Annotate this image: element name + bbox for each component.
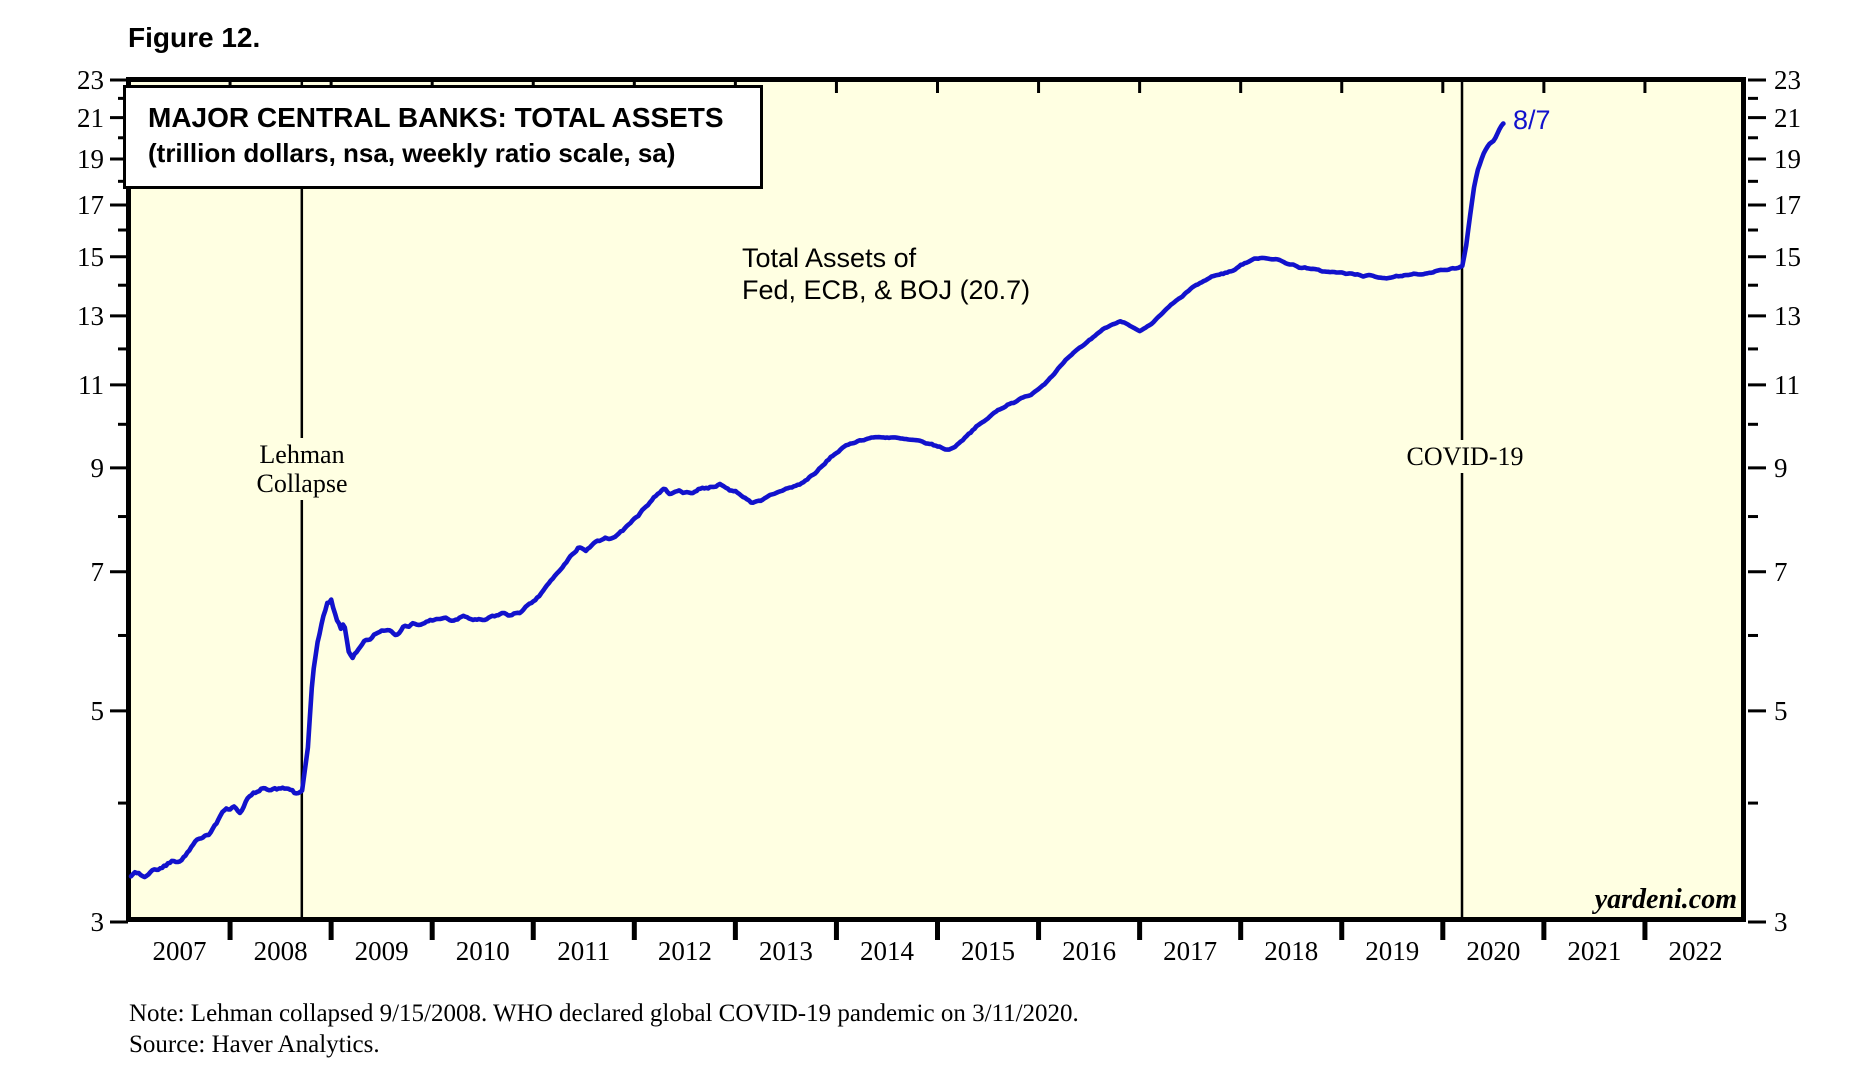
lehman-label-line1: Lehman <box>259 440 345 469</box>
chart-title-box: MAJOR CENTRAL BANKS: TOTAL ASSETS (trill… <box>123 85 763 189</box>
yardeni-watermark: yardeni.com <box>1594 884 1737 915</box>
lehman-label-line2: Collapse <box>256 469 348 498</box>
plot-area <box>126 77 1746 922</box>
series-annotation-line2: Fed, ECB, & BOJ (20.7) <box>742 275 1031 305</box>
lehman-collapse-label: Lehman Collapse <box>246 438 358 500</box>
source-text: Source: Haver Analytics. <box>129 1031 380 1058</box>
figure-label: Figure 12. <box>128 22 261 53</box>
series-annotation: Total Assets of Fed, ECB, & BOJ (20.7) <box>742 242 1030 306</box>
note-text: Note: Lehman collapsed 9/15/2008. WHO de… <box>129 1000 1079 1027</box>
chart-subtitle: (trillion dollars, nsa, weekly ratio sca… <box>148 138 676 168</box>
chart-title: MAJOR CENTRAL BANKS: TOTAL ASSETS <box>148 102 724 133</box>
total-assets-line <box>128 121 1506 880</box>
series-annotation-line1: Total Assets of <box>742 243 917 273</box>
covid-19-label: COVID-19 <box>1396 440 1534 473</box>
last-point-date-label: 8/7 <box>1513 105 1551 135</box>
